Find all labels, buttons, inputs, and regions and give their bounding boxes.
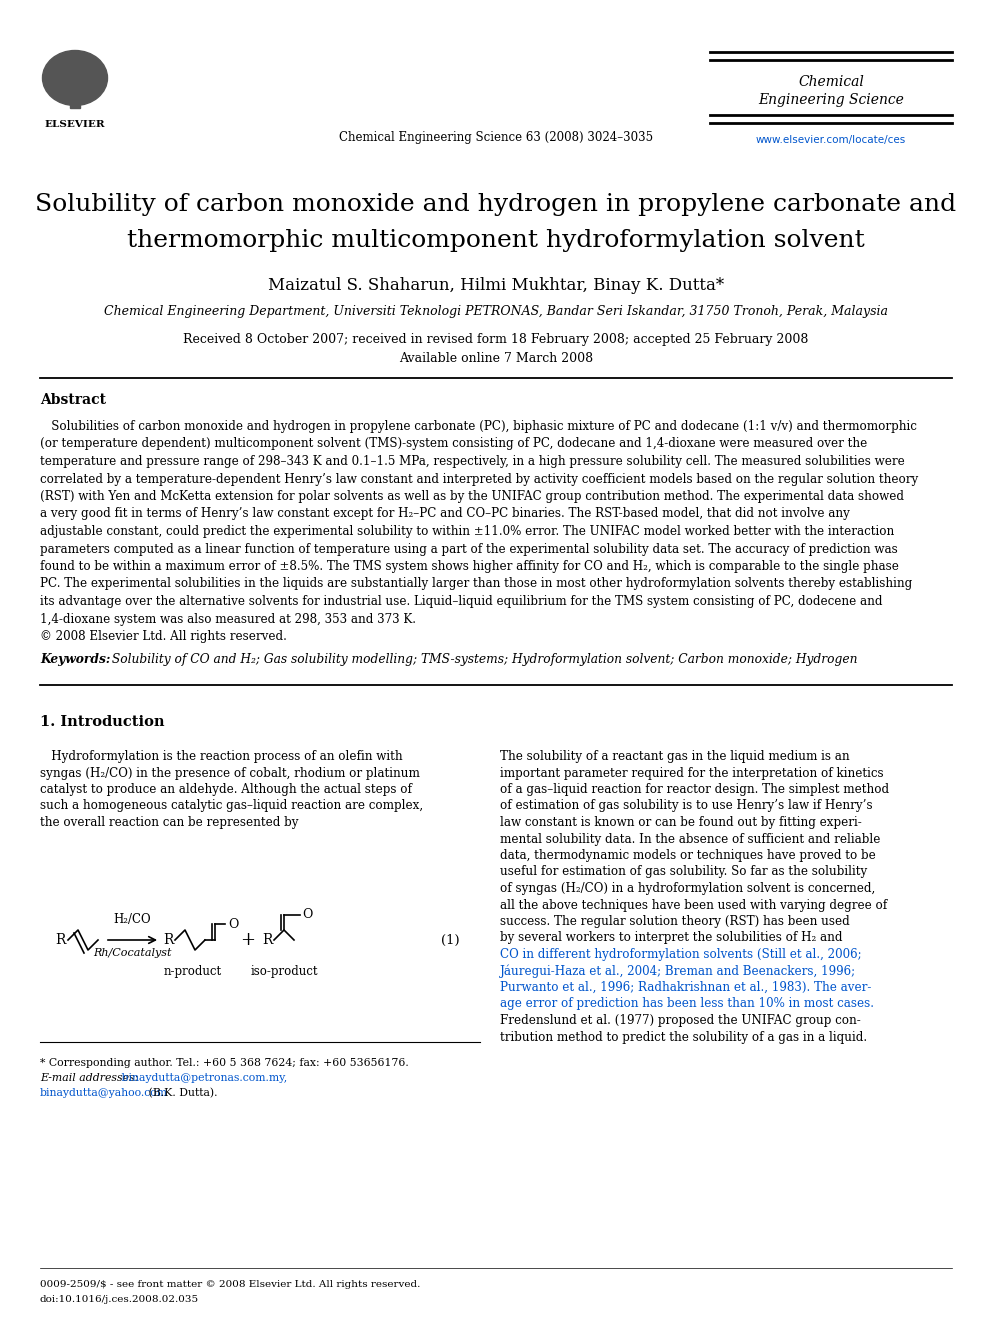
Text: by several workers to interpret the solubilities of H₂ and: by several workers to interpret the solu… [500, 931, 842, 945]
Ellipse shape [43, 50, 107, 106]
Text: Chemical: Chemical [798, 75, 864, 89]
Text: E-mail addresses:: E-mail addresses: [40, 1073, 138, 1084]
Text: Jáuregui-Haza et al., 2004; Breman and Beenackers, 1996;: Jáuregui-Haza et al., 2004; Breman and B… [500, 964, 856, 978]
Text: © 2008 Elsevier Ltd. All rights reserved.: © 2008 Elsevier Ltd. All rights reserved… [40, 630, 287, 643]
Text: O: O [228, 917, 238, 930]
Text: its advantage over the alternative solvents for industrial use. Liquid–liquid eq: its advantage over the alternative solve… [40, 595, 883, 609]
Text: Solubilities of carbon monoxide and hydrogen in propylene carbonate (PC), biphas: Solubilities of carbon monoxide and hydr… [40, 419, 917, 433]
Text: law constant is known or can be found out by fitting experi-: law constant is known or can be found ou… [500, 816, 862, 830]
Text: of a gas–liquid reaction for reactor design. The simplest method: of a gas–liquid reaction for reactor des… [500, 783, 889, 796]
Text: R: R [55, 933, 65, 947]
Text: Abstract: Abstract [40, 393, 106, 407]
Text: mental solubility data. In the absence of sufficient and reliable: mental solubility data. In the absence o… [500, 832, 880, 845]
Text: Keywords:: Keywords: [40, 654, 110, 667]
Text: the overall reaction can be represented by: the overall reaction can be represented … [40, 816, 299, 830]
Text: syngas (H₂/CO) in the presence of cobalt, rhodium or platinum: syngas (H₂/CO) in the presence of cobalt… [40, 766, 420, 779]
Text: useful for estimation of gas solubility. So far as the solubility: useful for estimation of gas solubility.… [500, 865, 867, 878]
Text: binaydutta@petronas.com.my,: binaydutta@petronas.com.my, [118, 1073, 288, 1084]
Text: important parameter required for the interpretation of kinetics: important parameter required for the int… [500, 766, 884, 779]
Text: 0009-2509/$ - see front matter © 2008 Elsevier Ltd. All rights reserved.: 0009-2509/$ - see front matter © 2008 El… [40, 1279, 421, 1289]
Text: O: O [302, 909, 312, 922]
Text: n-product: n-product [164, 964, 222, 978]
Text: thermomorphic multicomponent hydroformylation solvent: thermomorphic multicomponent hydroformyl… [127, 229, 865, 251]
Text: binaydutta@yahoo.com: binaydutta@yahoo.com [40, 1088, 168, 1098]
Text: (B.K. Dutta).: (B.K. Dutta). [145, 1088, 217, 1098]
Text: such a homogeneous catalytic gas–liquid reaction are complex,: such a homogeneous catalytic gas–liquid … [40, 799, 424, 812]
Text: Maizatul S. Shaharun, Hilmi Mukhtar, Binay K. Dutta*: Maizatul S. Shaharun, Hilmi Mukhtar, Bin… [268, 277, 724, 294]
Text: adjustable constant, could predict the experimental solubility to within ±11.0% : adjustable constant, could predict the e… [40, 525, 894, 538]
Text: CO in different hydroformylation solvents (Still et al., 2006;: CO in different hydroformylation solvent… [500, 949, 862, 960]
Text: age error of prediction has been less than 10% in most cases.: age error of prediction has been less th… [500, 998, 874, 1011]
Text: R: R [262, 933, 273, 947]
Text: The solubility of a reactant gas in the liquid medium is an: The solubility of a reactant gas in the … [500, 750, 849, 763]
Text: ELSEVIER: ELSEVIER [45, 120, 105, 130]
Text: Hydroformylation is the reaction process of an olefin with: Hydroformylation is the reaction process… [40, 750, 403, 763]
Text: Chemical Engineering Department, Universiti Teknologi PETRONAS, Bandar Seri Iska: Chemical Engineering Department, Univers… [104, 306, 888, 319]
Text: Available online 7 March 2008: Available online 7 March 2008 [399, 352, 593, 365]
Text: Solubility of CO and H₂; Gas solubility modelling; TMS-systems; Hydroformylation: Solubility of CO and H₂; Gas solubility … [108, 654, 857, 667]
Text: Engineering Science: Engineering Science [758, 93, 904, 107]
Text: 1,4-dioxane system was also measured at 298, 353 and 373 K.: 1,4-dioxane system was also measured at … [40, 613, 416, 626]
Text: of syngas (H₂/CO) in a hydroformylation solvent is concerned,: of syngas (H₂/CO) in a hydroformylation … [500, 882, 875, 894]
Text: Solubility of carbon monoxide and hydrogen in propylene carbonate and: Solubility of carbon monoxide and hydrog… [36, 193, 956, 217]
Text: of estimation of gas solubility is to use Henry’s law if Henry’s: of estimation of gas solubility is to us… [500, 799, 873, 812]
Text: catalyst to produce an aldehyde. Although the actual steps of: catalyst to produce an aldehyde. Althoug… [40, 783, 412, 796]
Text: * Corresponding author. Tel.: +60 5 368 7624; fax: +60 53656176.: * Corresponding author. Tel.: +60 5 368 … [40, 1058, 409, 1068]
Text: (RST) with Yen and McKetta extension for polar solvents as well as by the UNIFAC: (RST) with Yen and McKetta extension for… [40, 490, 904, 503]
Text: data, thermodynamic models or techniques have proved to be: data, thermodynamic models or techniques… [500, 849, 876, 863]
Text: a very good fit in terms of Henry’s law constant except for H₂–PC and CO–PC bina: a very good fit in terms of Henry’s law … [40, 508, 850, 520]
Text: www.elsevier.com/locate/ces: www.elsevier.com/locate/ces [756, 135, 906, 146]
Text: H₂/CO: H₂/CO [113, 913, 151, 926]
Text: Purwanto et al., 1996; Radhakrishnan et al., 1983). The aver-: Purwanto et al., 1996; Radhakrishnan et … [500, 980, 871, 994]
Text: Received 8 October 2007; received in revised form 18 February 2008; accepted 25 : Received 8 October 2007; received in rev… [184, 333, 808, 347]
Text: +: + [240, 931, 256, 949]
Text: (1): (1) [441, 934, 460, 946]
Text: success. The regular solution theory (RST) has been used: success. The regular solution theory (RS… [500, 916, 850, 927]
Text: parameters computed as a linear function of temperature using a part of the expe: parameters computed as a linear function… [40, 542, 898, 556]
Bar [70, 89, 80, 108]
Text: (or temperature dependent) multicomponent solvent (TMS)-system consisting of PC,: (or temperature dependent) multicomponen… [40, 438, 867, 451]
Text: found to be within a maximum error of ±8.5%. The TMS system shows higher affinit: found to be within a maximum error of ±8… [40, 560, 899, 573]
Text: 1. Introduction: 1. Introduction [40, 714, 165, 729]
Text: correlated by a temperature-dependent Henry’s law constant and interpreted by ac: correlated by a temperature-dependent He… [40, 472, 919, 486]
Text: temperature and pressure range of 298–343 K and 0.1–1.5 MPa, respectively, in a : temperature and pressure range of 298–34… [40, 455, 905, 468]
Text: Chemical Engineering Science 63 (2008) 3024–3035: Chemical Engineering Science 63 (2008) 3… [339, 131, 653, 144]
Text: R: R [163, 933, 174, 947]
Text: iso-product: iso-product [250, 964, 317, 978]
Text: all the above techniques have been used with varying degree of: all the above techniques have been used … [500, 898, 887, 912]
Text: Fredenslund et al. (1977) proposed the UNIFAC group con-: Fredenslund et al. (1977) proposed the U… [500, 1013, 861, 1027]
Text: PC. The experimental solubilities in the liquids are substantially larger than t: PC. The experimental solubilities in the… [40, 578, 913, 590]
Text: doi:10.1016/j.ces.2008.02.035: doi:10.1016/j.ces.2008.02.035 [40, 1295, 199, 1304]
Text: tribution method to predict the solubility of a gas in a liquid.: tribution method to predict the solubili… [500, 1031, 867, 1044]
Text: Rh/Cocatalyst: Rh/Cocatalyst [92, 949, 172, 958]
